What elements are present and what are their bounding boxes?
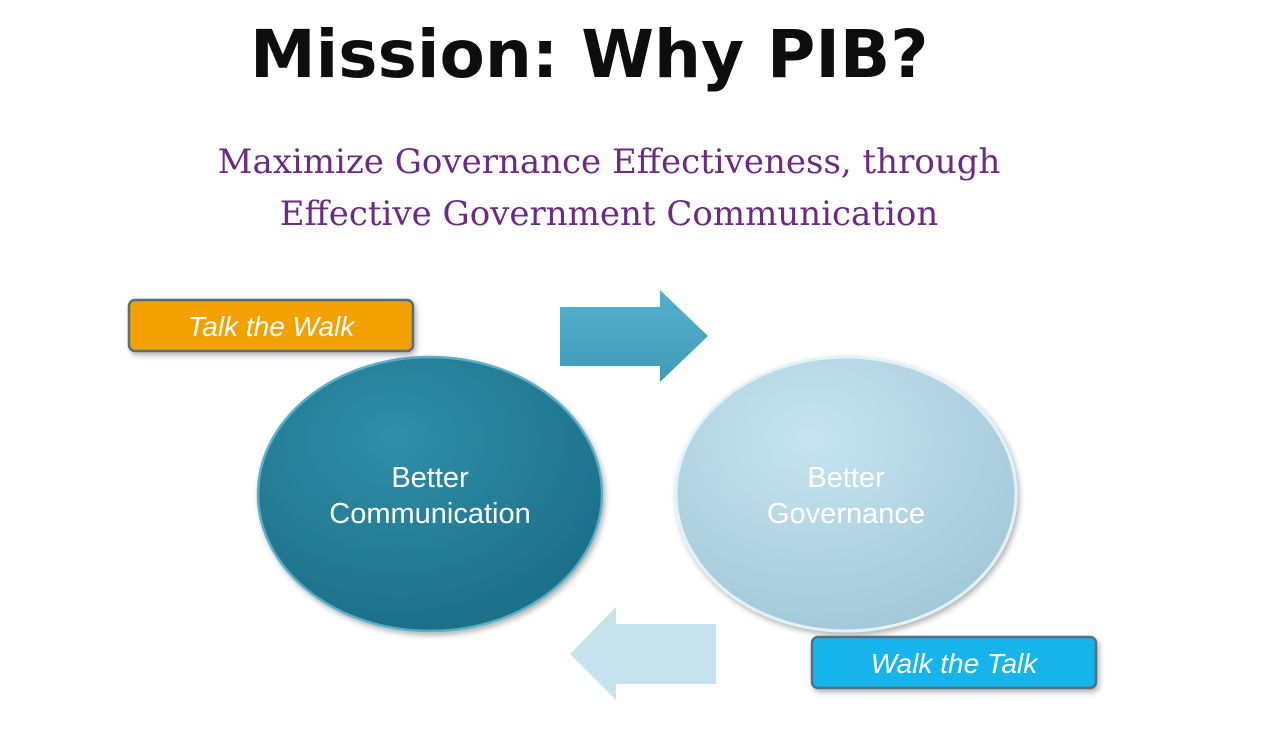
node-better-communication-label-1: Better: [391, 462, 469, 494]
tag-talk-the-walk-box: [127, 298, 415, 353]
tag-talk-the-walk-label: Talk the Walk: [188, 311, 357, 342]
arrow-right-icon: [560, 290, 708, 382]
node-better-communication-shape: [256, 355, 604, 633]
node-better-governance-label-2: Governance: [767, 498, 925, 530]
slide-subtitle-line-2: Effective Government Communication: [279, 194, 939, 234]
slide-subtitle-line-1: Maximize Governance Effectiveness, throu…: [217, 142, 1001, 182]
node-better-communication: Better Communication: [256, 355, 604, 633]
tag-talk-the-walk: Talk the Walk: [127, 298, 415, 353]
tag-walk-the-talk: Walk the Talk: [810, 635, 1098, 690]
node-better-governance-label-1: Better: [807, 462, 885, 494]
node-better-governance: Better Governance: [674, 355, 1018, 633]
tag-walk-the-talk-box: [810, 635, 1098, 690]
node-better-communication-label-2: Communication: [329, 498, 530, 530]
node-better-governance-shape: [674, 355, 1018, 633]
tag-walk-the-talk-label: Walk the Talk: [871, 648, 1040, 679]
slide-title: Mission: Why PIB?: [250, 16, 929, 93]
arrow-left-icon: [570, 607, 716, 700]
